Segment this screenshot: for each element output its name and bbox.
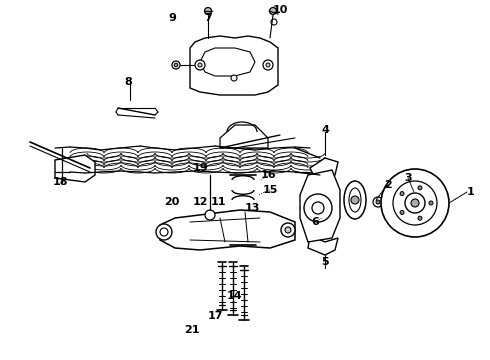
Circle shape xyxy=(160,228,168,236)
Circle shape xyxy=(405,193,425,213)
Text: 20: 20 xyxy=(164,197,180,207)
Ellipse shape xyxy=(344,181,366,219)
Circle shape xyxy=(381,169,449,237)
Text: 12: 12 xyxy=(192,197,208,207)
Text: 3: 3 xyxy=(404,173,412,183)
Text: 16: 16 xyxy=(260,170,276,180)
Polygon shape xyxy=(200,48,255,76)
Circle shape xyxy=(373,197,383,207)
Circle shape xyxy=(263,60,273,70)
Text: 17: 17 xyxy=(207,311,223,321)
Text: 18: 18 xyxy=(52,177,68,187)
Circle shape xyxy=(312,202,324,214)
Text: 15: 15 xyxy=(262,185,278,195)
Circle shape xyxy=(411,199,419,207)
Polygon shape xyxy=(308,235,338,255)
Circle shape xyxy=(351,196,359,204)
Polygon shape xyxy=(55,148,310,172)
Circle shape xyxy=(172,61,180,69)
Circle shape xyxy=(205,210,215,220)
Circle shape xyxy=(204,8,212,14)
Circle shape xyxy=(270,8,276,14)
Circle shape xyxy=(281,223,295,237)
Circle shape xyxy=(231,75,237,81)
Circle shape xyxy=(418,186,422,190)
Text: 19: 19 xyxy=(192,163,208,173)
Circle shape xyxy=(429,201,433,205)
Circle shape xyxy=(156,224,172,240)
Text: 13: 13 xyxy=(245,203,260,213)
Text: 11: 11 xyxy=(210,197,226,207)
Polygon shape xyxy=(160,210,295,250)
Text: 14: 14 xyxy=(226,291,242,301)
Polygon shape xyxy=(300,170,340,242)
Circle shape xyxy=(195,60,205,70)
Text: 6: 6 xyxy=(311,217,319,227)
Circle shape xyxy=(418,216,422,220)
Text: 4: 4 xyxy=(321,125,329,135)
Polygon shape xyxy=(310,158,338,180)
Polygon shape xyxy=(220,125,268,148)
Text: 10: 10 xyxy=(272,5,288,15)
Text: 5: 5 xyxy=(321,257,329,267)
Text: 8: 8 xyxy=(124,77,132,87)
Circle shape xyxy=(393,181,437,225)
Circle shape xyxy=(266,63,270,67)
Circle shape xyxy=(285,227,291,233)
Circle shape xyxy=(271,19,277,25)
Ellipse shape xyxy=(349,188,361,212)
Text: 1: 1 xyxy=(467,187,475,197)
Circle shape xyxy=(304,194,332,222)
Polygon shape xyxy=(190,36,278,95)
Circle shape xyxy=(400,192,404,195)
Circle shape xyxy=(400,210,404,215)
Circle shape xyxy=(174,63,178,67)
Text: 2: 2 xyxy=(384,180,392,190)
Polygon shape xyxy=(55,155,95,182)
Circle shape xyxy=(198,63,202,67)
Text: 21: 21 xyxy=(184,325,200,335)
Text: 7: 7 xyxy=(204,13,212,23)
Circle shape xyxy=(376,200,380,204)
Text: 9: 9 xyxy=(168,13,176,23)
